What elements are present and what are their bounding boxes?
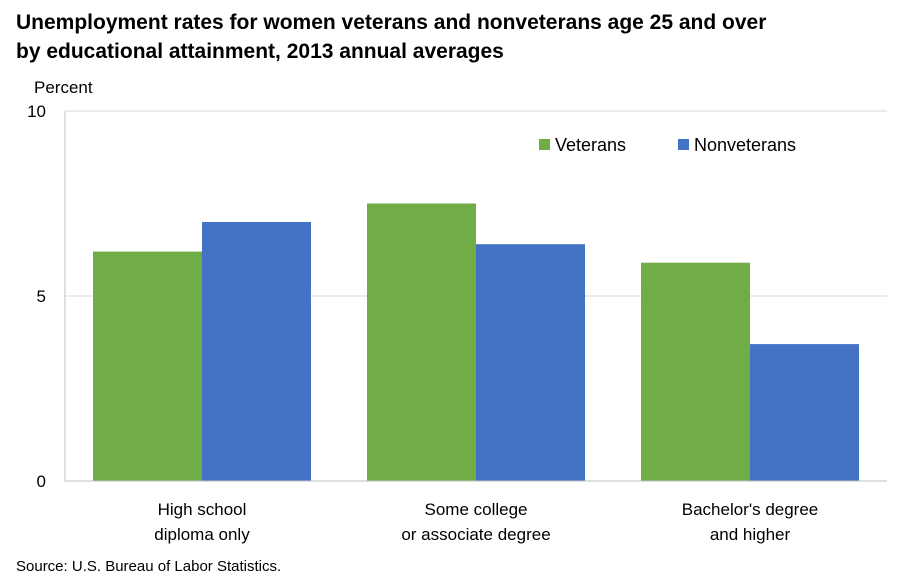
bar-nonveterans-0 <box>202 222 311 481</box>
legend-swatch-nonveterans <box>678 139 689 150</box>
bar-veterans-0 <box>93 251 202 481</box>
y-tick-label: 5 <box>37 287 46 306</box>
x-tick-label: Bachelor's degree <box>682 500 819 519</box>
legend: Veterans Nonveterans <box>539 135 796 155</box>
y-tick-label: 0 <box>37 472 46 491</box>
x-tick-label: or associate degree <box>401 525 550 544</box>
x-tick-label: and higher <box>710 525 791 544</box>
bar-veterans-2 <box>641 262 750 481</box>
chart-title: Unemployment rates for women veterans an… <box>16 8 886 66</box>
chart-title-line-2: by educational attainment, 2013 annual a… <box>16 40 504 63</box>
y-axis-label: Percent <box>34 78 93 97</box>
bar-veterans-1 <box>367 203 476 481</box>
x-tick-label: diploma only <box>154 525 250 544</box>
bar-nonveterans-1 <box>476 244 585 481</box>
axes: 0 5 10 Percent High school diploma only Some c… <box>27 78 887 544</box>
legend-label-veterans: Veterans <box>555 135 626 155</box>
chart-title-line-1: Unemployment rates for women veterans an… <box>16 11 767 34</box>
y-tick-label: 10 <box>27 102 46 121</box>
legend-label-nonveterans: Nonveterans <box>694 135 796 155</box>
x-tick-label: High school <box>158 500 247 519</box>
x-tick-label: Some college <box>424 500 527 519</box>
source-note: Source: U.S. Bureau of Labor Statistics. <box>16 558 282 575</box>
legend-swatch-veterans <box>539 139 550 150</box>
bars <box>93 203 859 481</box>
bar-nonveterans-2 <box>750 344 859 481</box>
